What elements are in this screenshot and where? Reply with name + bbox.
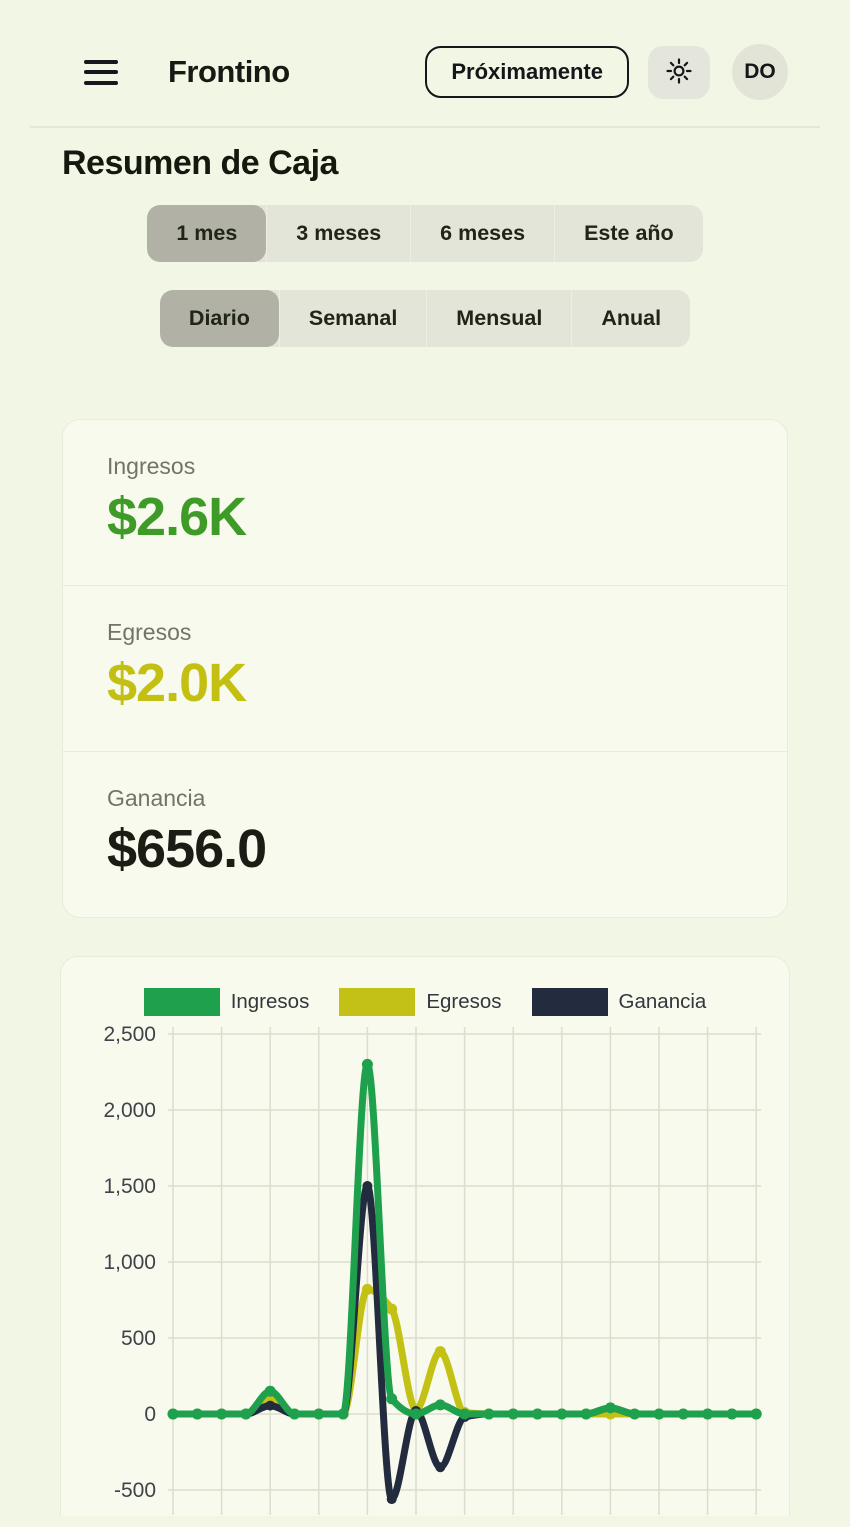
legend-item-ingresos[interactable]: Ingresos	[143, 988, 309, 1016]
granularity-option-diario[interactable]: Diario	[159, 290, 279, 347]
range-option-6meses[interactable]: 6 meses	[410, 205, 554, 262]
svg-text:2,500: 2,500	[103, 1023, 156, 1046]
stat-egresos: Egresos $2.0K	[63, 585, 787, 751]
granularity-option-mensual[interactable]: Mensual	[426, 290, 571, 347]
stat-label: Ganancia	[107, 785, 206, 811]
stat-ingresos: Ingresos $2.6K	[63, 420, 787, 585]
header: Frontino Próximamente DO	[0, 0, 850, 100]
granularity-option-anual[interactable]: Anual	[571, 290, 690, 347]
theme-toggle-button[interactable]	[648, 45, 710, 99]
svg-text:1,000: 1,000	[103, 1251, 156, 1274]
stat-value: $2.0K	[107, 653, 247, 713]
range-option-1mes[interactable]: 1 mes	[147, 205, 267, 262]
svg-text:0: 0	[144, 1403, 156, 1426]
legend-item-ganancia[interactable]: Ganancia	[531, 988, 706, 1016]
legend-item-egresos[interactable]: Egresos	[339, 988, 502, 1016]
range-segmented-control: 1 mes 3 meses 6 meses Este año	[147, 205, 703, 262]
summary-card: Ingresos $2.6K Egresos $2.0K Ganancia $6…	[62, 419, 788, 918]
svg-text:1,500: 1,500	[103, 1175, 156, 1198]
proximamente-button[interactable]: Próximamente	[425, 46, 629, 98]
menu-icon[interactable]	[84, 59, 118, 85]
page-title: Resumen de Caja	[62, 144, 338, 182]
granularity-option-semanal[interactable]: Semanal	[278, 290, 426, 347]
sun-icon	[666, 57, 692, 87]
range-option-3meses[interactable]: 3 meses	[266, 205, 410, 262]
chart-card: Ingresos Egresos Ganancia 2,500 2,000 1,50…	[60, 956, 790, 1516]
range-option-esteano[interactable]: Este año	[554, 205, 703, 262]
line-chart: 2,500 2,000 1,500 1,000 500 0 -500	[103, 1023, 762, 1515]
stat-label: Ingresos	[107, 453, 196, 479]
app-title: Frontino	[168, 54, 290, 89]
stat-value: $2.6K	[107, 487, 247, 547]
legend-swatch-ganancia	[531, 988, 608, 1016]
svg-text:2,000: 2,000	[103, 1099, 156, 1122]
legend-swatch-egresos	[339, 988, 416, 1016]
avatar[interactable]: DO	[732, 44, 788, 100]
header-divider	[30, 126, 820, 128]
stat-ganancia: Ganancia $656.0	[63, 751, 787, 917]
stat-value: $656.0	[107, 819, 267, 879]
stat-label: Egresos	[107, 619, 192, 645]
svg-text:-500: -500	[114, 1479, 156, 1502]
chart-legend: Ingresos Egresos Ganancia	[61, 988, 789, 1016]
legend-swatch-ingresos	[143, 988, 220, 1016]
granularity-segmented-control: Diario Semanal Mensual Anual	[159, 290, 691, 347]
svg-text:500: 500	[121, 1327, 156, 1350]
